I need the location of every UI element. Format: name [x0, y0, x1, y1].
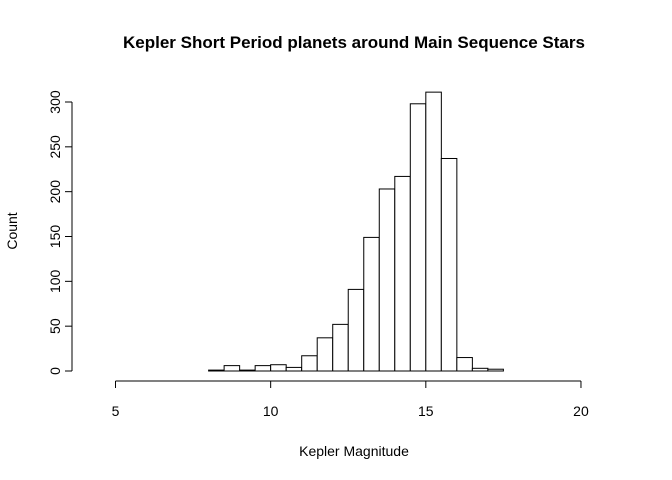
histogram-bar: [456, 357, 473, 372]
histogram-bar: [316, 337, 334, 372]
bars-group: [208, 91, 504, 372]
histogram-bar: [394, 175, 411, 372]
chart-title: Kepler Short Period planets around Main …: [123, 33, 585, 52]
y-tick-label: 300: [47, 90, 63, 114]
histogram-bar: [440, 157, 458, 372]
histogram-bar: [254, 365, 272, 372]
histogram-bar: [378, 188, 396, 372]
histogram-bar: [347, 288, 365, 372]
x-axis: 5 10 15 20: [112, 380, 589, 419]
histogram-bar: [332, 323, 349, 372]
histogram-bar: [301, 355, 318, 372]
y-tick-label: 0: [47, 367, 63, 375]
histogram-bar: [487, 368, 504, 372]
y-tick-label: 100: [47, 269, 63, 293]
y-tick-label: 250: [47, 135, 63, 159]
x-tick-label: 5: [112, 403, 120, 419]
x-tick-label: 20: [573, 403, 589, 419]
y-axis: 0 50 100 150 200 250 300: [47, 90, 73, 375]
histogram-bar: [471, 367, 489, 372]
histogram-bar: [223, 365, 241, 372]
x-axis-label: Kepler Magnitude: [299, 443, 409, 459]
y-axis-label: Count: [4, 212, 20, 249]
histogram-bar: [285, 366, 303, 372]
y-tick-label: 50: [47, 318, 63, 334]
y-tick-label: 200: [47, 180, 63, 204]
x-tick-label: 10: [263, 403, 279, 419]
histogram-bar: [270, 364, 287, 372]
y-tick-label: 150: [47, 225, 63, 249]
histogram-bar: [409, 103, 427, 372]
histogram-bar: [239, 369, 256, 372]
x-tick-label: 15: [418, 403, 434, 419]
histogram-bar: [425, 91, 442, 372]
histogram-bar: [208, 369, 225, 372]
histogram-bar: [363, 236, 380, 372]
